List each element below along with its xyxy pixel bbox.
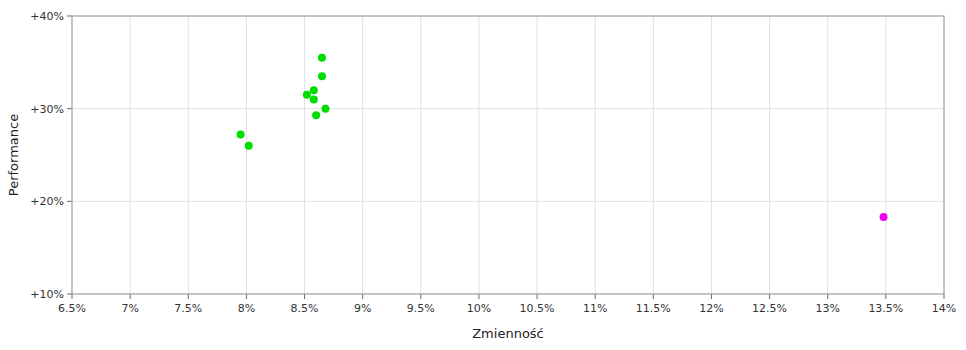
chart-svg: 6.5% 7% 7.5% 8% 8.5% 9% 9.5% 10% 10.5% 11% 11.5% 12… xyxy=(0,0,966,350)
x-tick-label: 13% xyxy=(816,302,840,315)
point xyxy=(245,142,253,150)
point xyxy=(321,105,329,113)
x-grid-line xyxy=(362,16,363,294)
y-tick xyxy=(67,294,72,295)
x-grid-line xyxy=(711,16,712,294)
y-axis-label: Performance xyxy=(6,114,21,196)
x-tick-label: 7.5% xyxy=(174,302,202,315)
point xyxy=(880,213,888,221)
x-grid-line xyxy=(827,16,828,294)
x-tick-label: 12% xyxy=(699,302,723,315)
x-grid-line xyxy=(478,16,479,294)
x-tick xyxy=(711,294,712,299)
point xyxy=(303,91,311,99)
x-grid-line xyxy=(769,16,770,294)
x-tick-label: 10% xyxy=(467,302,491,315)
point xyxy=(318,72,326,80)
y-tick-label: +40% xyxy=(30,10,64,23)
x-tick xyxy=(827,294,828,299)
point xyxy=(310,86,318,94)
plot-area xyxy=(72,16,944,294)
x-tick xyxy=(130,294,131,299)
x-tick xyxy=(188,294,189,299)
x-tick-label: 10.5% xyxy=(520,302,555,315)
x-tick-label: 13.5% xyxy=(868,302,903,315)
x-grid-line xyxy=(537,16,538,294)
plot-frame xyxy=(72,16,944,294)
x-tick-label: 8% xyxy=(238,302,255,315)
point xyxy=(310,95,318,103)
y-tick-label: +20% xyxy=(30,195,64,208)
grid xyxy=(72,16,944,294)
axes: 6.5% 7% 7.5% 8% 8.5% 9% 9.5% 10% 10.5% 11% 11.5% 12… xyxy=(30,10,956,315)
x-tick xyxy=(595,294,596,299)
y-tick xyxy=(67,16,72,17)
x-tick xyxy=(304,294,305,299)
x-tick-label: 12.5% xyxy=(752,302,787,315)
x-tick-label: 9.5% xyxy=(407,302,435,315)
series-0 xyxy=(237,54,330,150)
y-tick xyxy=(67,201,72,202)
chart-container: 6.5% 7% 7.5% 8% 8.5% 9% 9.5% 10% 10.5% 11% 11.5% 12… xyxy=(0,0,966,350)
x-grid-line xyxy=(420,16,421,294)
point xyxy=(312,111,320,119)
x-tick-label: 7% xyxy=(121,302,138,315)
point xyxy=(318,54,326,62)
x-grid-line xyxy=(595,16,596,294)
x-grid-line xyxy=(885,16,886,294)
x-tick-label: 11% xyxy=(583,302,607,315)
x-tick xyxy=(420,294,421,299)
y-tick xyxy=(67,108,72,109)
x-tick xyxy=(478,294,479,299)
y-tick-label: +30% xyxy=(30,103,64,116)
x-tick xyxy=(246,294,247,299)
x-grid-line xyxy=(188,16,189,294)
x-tick-label: 9% xyxy=(354,302,371,315)
x-tick xyxy=(537,294,538,299)
series-1 xyxy=(880,213,888,221)
y-grid-line xyxy=(72,201,944,202)
y-tick-label: +10% xyxy=(30,288,64,301)
x-tick xyxy=(362,294,363,299)
x-tick xyxy=(72,294,73,299)
x-grid-line xyxy=(246,16,247,294)
x-axis-label: Zmienność xyxy=(472,326,544,341)
x-tick xyxy=(944,294,945,299)
x-grid-line xyxy=(653,16,654,294)
x-tick-label: 14% xyxy=(932,302,956,315)
x-grid-line xyxy=(130,16,131,294)
point xyxy=(237,131,245,139)
x-tick-label: 6.5% xyxy=(58,302,86,315)
x-tick xyxy=(885,294,886,299)
marks xyxy=(237,54,888,221)
x-grid-line xyxy=(304,16,305,294)
x-tick-label: 8.5% xyxy=(291,302,319,315)
x-tick xyxy=(653,294,654,299)
y-grid-line xyxy=(72,108,944,109)
x-tick xyxy=(769,294,770,299)
x-tick-label: 11.5% xyxy=(636,302,671,315)
